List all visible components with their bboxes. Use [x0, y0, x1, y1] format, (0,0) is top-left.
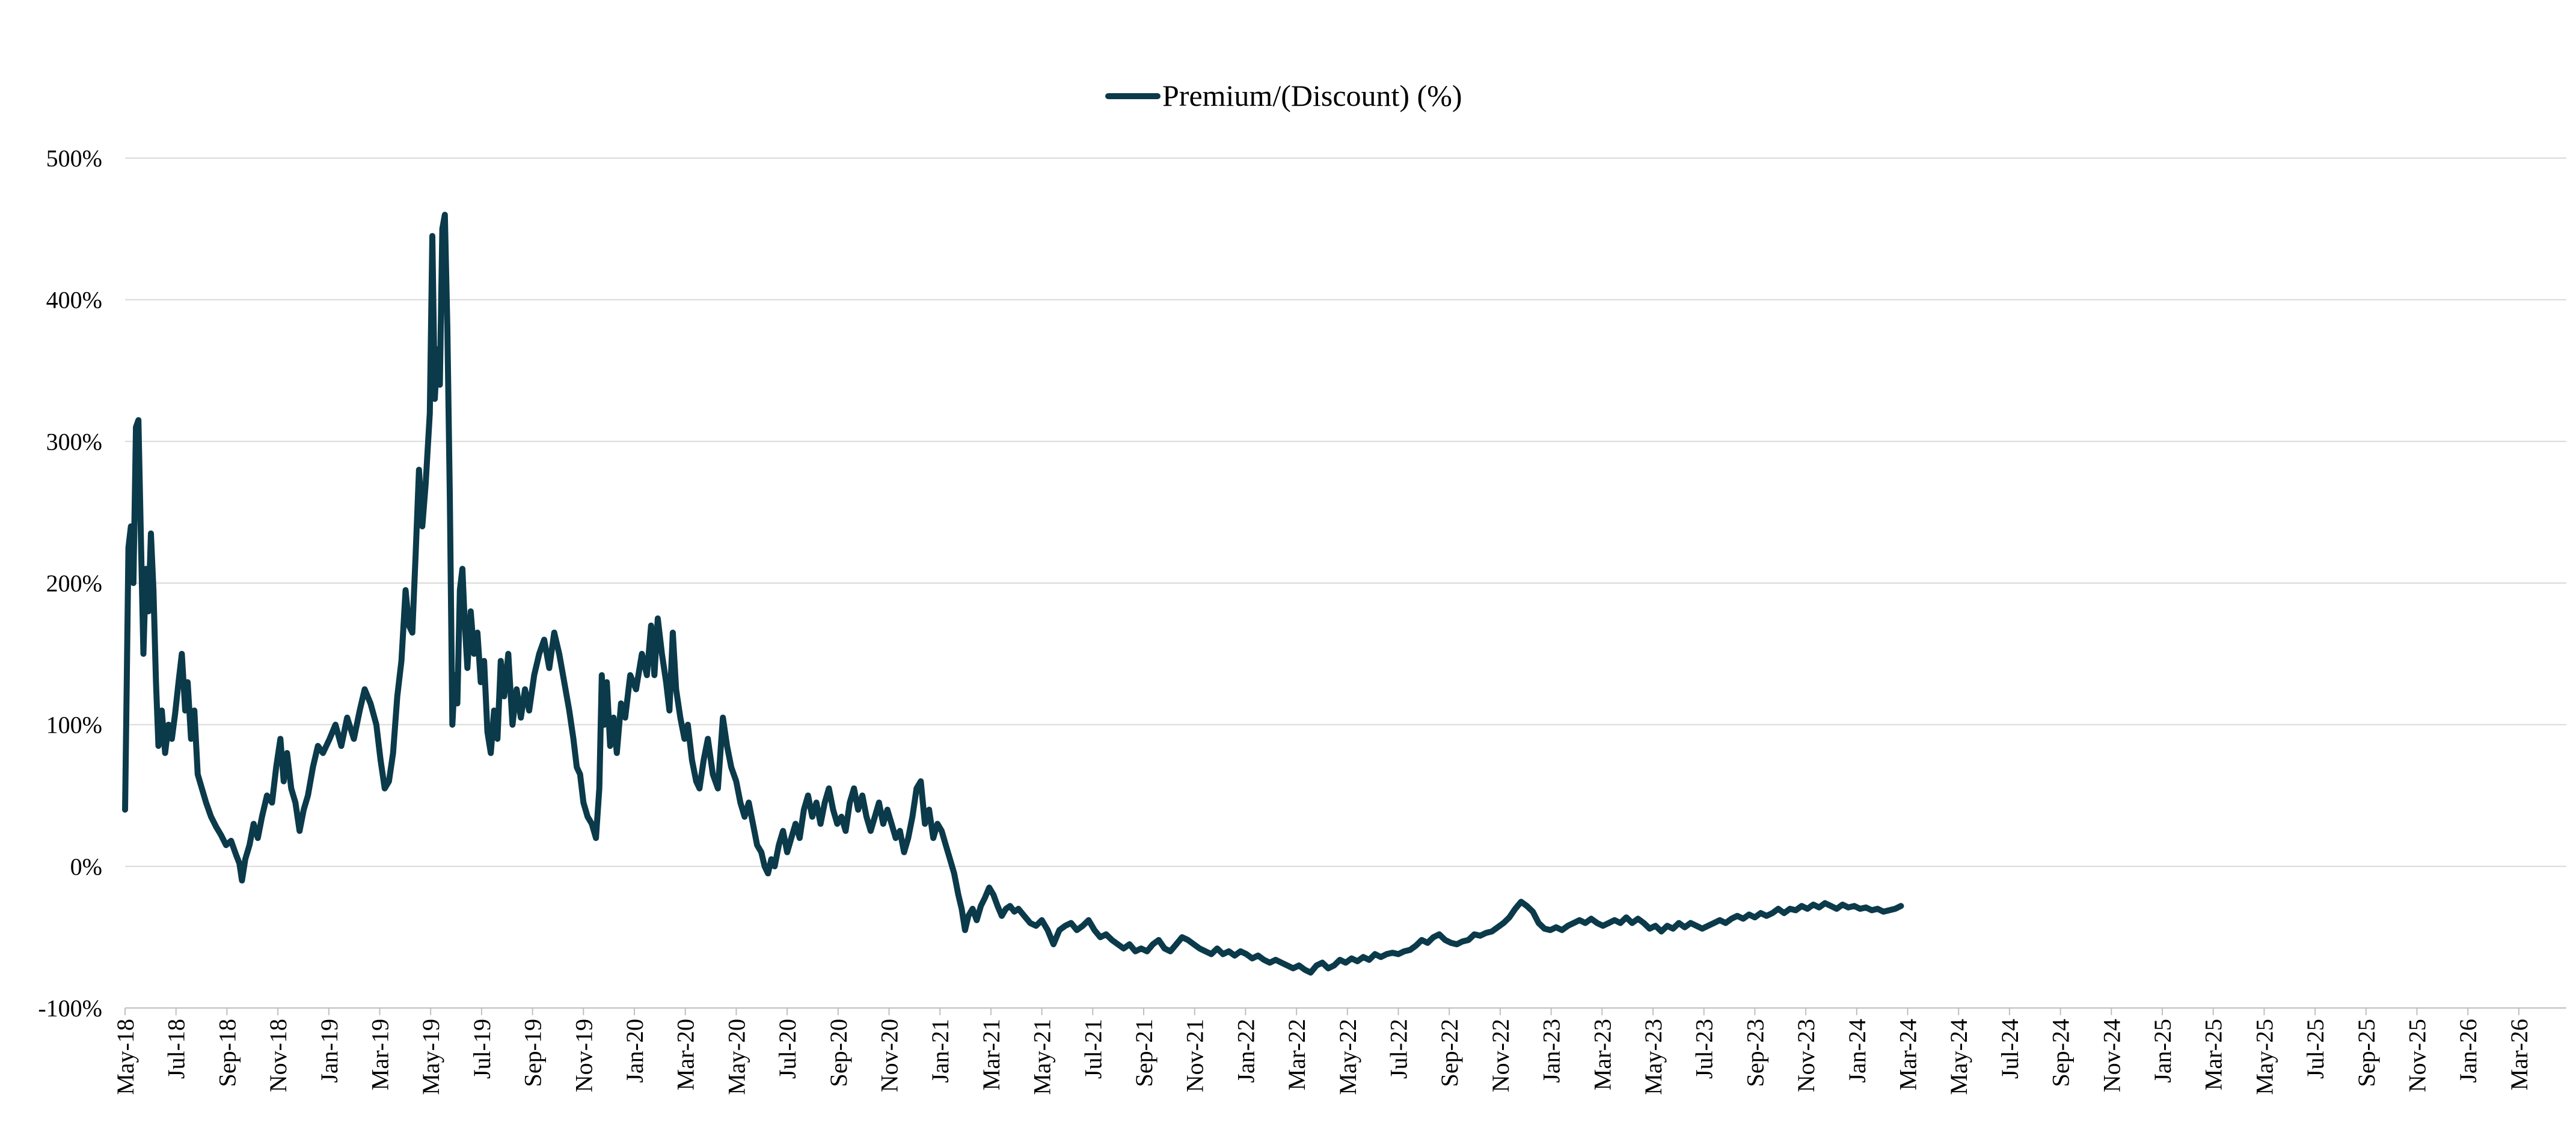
x-tick-label: Mar-23 — [1589, 1019, 1616, 1090]
x-tick-label: Jan-23 — [1538, 1019, 1565, 1083]
x-tick-label: May-22 — [1334, 1019, 1361, 1095]
x-tick-label: Nov-19 — [570, 1019, 597, 1092]
x-tick-label: Sep-20 — [825, 1019, 852, 1087]
x-tick-label: May-25 — [2251, 1019, 2278, 1095]
y-tick-label: 0% — [70, 853, 102, 880]
series-layer — [122, 212, 1904, 976]
x-tick-label: Mar-21 — [978, 1019, 1005, 1090]
x-tick-label: Jul-22 — [1385, 1019, 1412, 1079]
x-tick-label: Nov-21 — [1182, 1019, 1209, 1092]
x-tick-label: Jan-20 — [621, 1019, 648, 1083]
x-axis-tick-labels: May-18 Jul-18 Sep-18 Nov-18 Jan-19 Mar-19 May-… — [112, 1019, 2533, 1095]
x-tick-label: Jul-18 — [163, 1019, 190, 1079]
x-tick-label: Nov-20 — [876, 1019, 903, 1092]
y-tick-label: 500% — [46, 145, 102, 172]
x-tick-label: Jul-24 — [1996, 1019, 2023, 1079]
x-tick-label: Nov-24 — [2098, 1019, 2125, 1092]
x-tick-label: Mar-26 — [2506, 1019, 2533, 1090]
x-tick-label: Jul-19 — [468, 1019, 495, 1079]
x-tick-label: Jan-22 — [1232, 1019, 1259, 1083]
x-tick-label: Sep-21 — [1130, 1019, 1158, 1087]
x-tick-label: May-24 — [1945, 1019, 1972, 1095]
x-tick-label: Sep-18 — [213, 1019, 241, 1087]
x-tick-label: May-19 — [417, 1019, 444, 1095]
x-tick-label: Jan-24 — [1844, 1019, 1871, 1083]
x-tick-label: Mar-22 — [1283, 1019, 1310, 1090]
x-tick-label: Sep-24 — [2047, 1019, 2075, 1087]
x-tick-label: Mar-24 — [1895, 1019, 1922, 1090]
y-tick-label: -100% — [38, 995, 102, 1022]
x-tick-label: Sep-19 — [520, 1019, 547, 1087]
x-tick-label: Jul-23 — [1691, 1019, 1718, 1079]
y-tick-label: 200% — [46, 570, 102, 597]
y-tick-label: 300% — [46, 428, 102, 455]
x-tick-label: May-23 — [1640, 1019, 1667, 1095]
chart-legend: Premium/(Discount) (%) — [1105, 79, 1462, 112]
x-tick-label: May-18 — [112, 1019, 139, 1095]
y-axis-tick-labels: 500% 400% 300% 200% 100% 0% -100% — [38, 145, 102, 1022]
x-tick-label: May-21 — [1029, 1019, 1056, 1095]
x-tick-label: Sep-22 — [1436, 1019, 1463, 1087]
x-tick-label: Mar-20 — [672, 1019, 699, 1090]
legend-label: Premium/(Discount) (%) — [1162, 79, 1462, 112]
x-tick-label: Mar-25 — [2200, 1019, 2227, 1090]
x-tick-label: Nov-23 — [1792, 1019, 1820, 1092]
x-tick-label: Jul-25 — [2302, 1019, 2329, 1079]
x-axis — [124, 1007, 2566, 1015]
gridlines — [125, 157, 2566, 867]
x-tick-label: May-20 — [723, 1019, 750, 1095]
y-tick-label: 100% — [46, 712, 102, 739]
x-tick-label: Nov-22 — [1487, 1019, 1514, 1092]
x-tick-label: Nov-25 — [2404, 1019, 2431, 1092]
x-tick-label: Nov-18 — [265, 1019, 292, 1092]
y-tick-label: 400% — [46, 287, 102, 314]
x-tick-label: Jul-20 — [774, 1019, 801, 1079]
x-tick-label: Jan-21 — [927, 1019, 954, 1083]
x-tick-label: Jan-19 — [316, 1019, 343, 1083]
x-tick-label: Jan-25 — [2149, 1019, 2176, 1083]
x-tick-label: Jan-26 — [2455, 1019, 2482, 1083]
x-tick-label: Jul-21 — [1079, 1019, 1106, 1079]
x-tick-label: Sep-23 — [1741, 1019, 1768, 1087]
x-tick-label: Sep-25 — [2353, 1019, 2380, 1087]
series-line — [122, 212, 1904, 976]
x-tick-label: Mar-19 — [367, 1019, 394, 1090]
